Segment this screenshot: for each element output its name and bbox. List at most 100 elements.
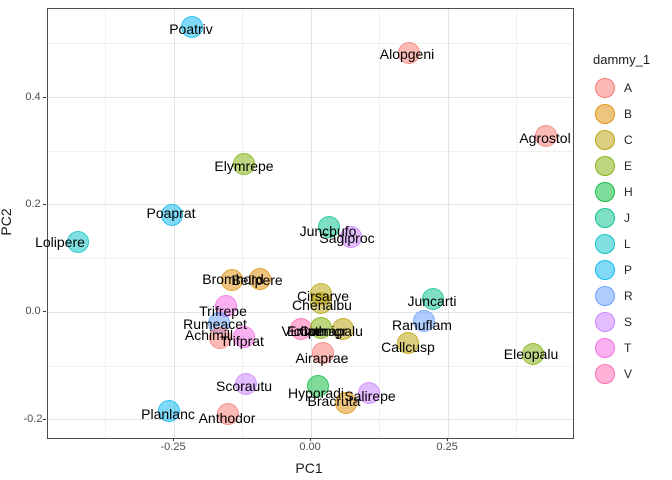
legend-item-label: C: [624, 133, 633, 147]
legend-title: dammy_1: [593, 52, 651, 67]
legend-item-C: C: [593, 127, 650, 153]
point-label-hyporadi: Hyporadi: [287, 385, 345, 401]
point-label-poatriv: Poatriv: [169, 21, 213, 37]
y-major-gridline: [48, 311, 573, 313]
legend-item-V: V: [593, 361, 650, 387]
data-point-juncbufo: [318, 216, 340, 238]
point-label-poaprat: Poaprat: [146, 205, 196, 221]
legend-item-S: S: [593, 309, 650, 335]
data-point-elymrepe: [233, 153, 255, 175]
legend-key-circle-T: [595, 338, 615, 358]
point-label-anthodor: Anthodor: [198, 410, 256, 426]
point-label-juncbufo: Juncbufo: [299, 223, 357, 239]
y-minor-gridline: [48, 43, 573, 45]
x-major-gridline: [310, 9, 312, 438]
legend-item-label: P: [624, 263, 633, 277]
y-tick-label: 0.0: [25, 305, 41, 318]
point-label-planlanc: Planlanc: [141, 406, 195, 422]
legend-key-circle-B: [595, 104, 615, 124]
point-label-sagiproc: Sagiproc: [319, 230, 375, 246]
y-tick-mark: [43, 96, 46, 98]
legend-item-label: A: [624, 81, 633, 95]
x-tick-label: 0.00: [299, 441, 321, 453]
data-point-ranuflam: [413, 310, 435, 332]
legend-item-label: J: [624, 211, 630, 225]
data-point-chenalbu: [310, 292, 332, 314]
data-point-bromhord: [221, 269, 243, 291]
legend-item-label: H: [624, 185, 633, 199]
point-label-alopgeni: Alopgeni: [379, 46, 435, 62]
legend-item-P: P: [593, 257, 650, 283]
data-point-empenigr: [310, 317, 332, 339]
data-point-achimill: [209, 327, 231, 349]
data-point-planlanc: [158, 400, 180, 422]
data-point-alopgeni: [398, 42, 420, 64]
point-label-bromhord: Bromhord: [202, 271, 264, 287]
x-axis-title: PC1: [295, 460, 323, 476]
data-point-eleopalu: [522, 343, 544, 365]
legend-key-circle-C: [595, 130, 615, 150]
x-major-gridline: [447, 9, 449, 438]
legend-key-circle-L: [595, 234, 615, 254]
legend-key-circle-H: [595, 182, 615, 202]
x-minor-gridline: [379, 9, 381, 438]
y-tick-mark: [43, 418, 46, 420]
data-point-sagiproc: [340, 226, 362, 248]
legend-item-label: B: [624, 107, 633, 121]
point-label-ranuflam: Ranuflam: [392, 317, 452, 333]
point-label-empenigr: Empenigr: [287, 323, 347, 339]
legend-key-circle-P: [595, 260, 615, 280]
x-minor-gridline: [105, 9, 107, 438]
data-point-agrostol: [535, 125, 557, 147]
point-label-agrostol: Agrostol: [519, 130, 571, 146]
legend-item-B: B: [593, 101, 650, 127]
legend-key-circle-E: [595, 156, 615, 176]
point-label-elymrepe: Elymrepe: [214, 158, 274, 174]
y-major-gridline: [48, 97, 573, 99]
point-label-callcusp: Callcusp: [381, 339, 435, 355]
x-minor-gridline: [516, 9, 518, 438]
data-point-salirepe: [358, 382, 380, 404]
legend-key-circle-V: [595, 364, 615, 384]
data-point-scorautu: [235, 373, 257, 395]
legend-item-L: L: [593, 231, 650, 257]
y-axis-title: PC2: [0, 208, 14, 236]
plot-panel: Poatriv Alopgeni Agrostol Elymrepe Poaprat Lo…: [35, 8, 574, 439]
point-label-eleopalu: Eleopalu: [503, 346, 559, 362]
data-point-airaprae: [312, 342, 334, 364]
legend-key-circle-S: [595, 312, 615, 332]
legend-key-circle-R: [595, 286, 615, 306]
y-tick-mark: [43, 311, 46, 313]
legend-item-label: L: [624, 237, 631, 251]
data-point-anthodor: [217, 403, 239, 425]
data-point-juncarti: [422, 288, 444, 310]
data-point-bracruta: [335, 392, 357, 414]
point-label-lolipere: Lolipere: [35, 234, 85, 250]
y-minor-gridline: [48, 258, 573, 260]
point-label-rumeacet: Rumeacet: [183, 316, 247, 332]
legend-item-A: A: [593, 75, 650, 101]
x-tick-label: 0.25: [436, 441, 458, 453]
data-point-poatriv: [181, 16, 203, 38]
legend-item-J: J: [593, 205, 650, 231]
data-point-poaprat: [161, 204, 183, 226]
data-point-trifprat: [233, 326, 255, 348]
point-label-bracruta: Bracruta: [307, 393, 361, 409]
y-minor-gridline: [48, 365, 573, 367]
point-label-trifrepe: Trifrepe: [199, 303, 247, 319]
point-label-comapalu: Comapalu: [299, 323, 363, 339]
legend-item-label: V: [624, 367, 633, 381]
y-major-gridline: [48, 419, 573, 421]
point-label-achimill: Achimill: [184, 327, 234, 343]
point-label-trifprat: Trifprat: [220, 333, 264, 349]
y-tick-label: 0.2: [25, 197, 41, 210]
y-major-gridline: [48, 204, 573, 206]
data-point-comapalu: [332, 318, 354, 340]
data-point-callcusp: [397, 332, 419, 354]
point-label-salirepe: Salirepe: [344, 388, 396, 404]
point-label-bellpere: Bellpere: [231, 272, 283, 288]
y-minor-gridline: [48, 150, 573, 152]
x-tick-mark: [310, 438, 312, 441]
legend-item-label: E: [624, 159, 633, 173]
